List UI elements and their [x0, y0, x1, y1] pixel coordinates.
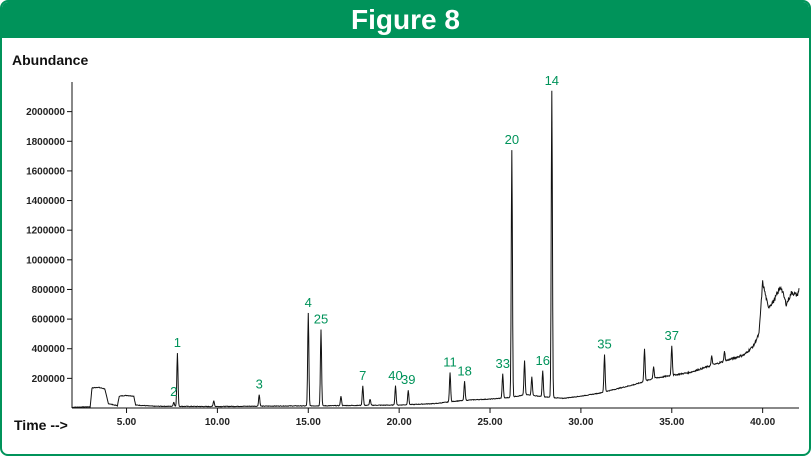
x-tick-label: 5.00 — [117, 417, 137, 428]
y-tick-label: 800000 — [32, 285, 66, 296]
y-tick-label: 1200000 — [26, 226, 65, 237]
y-tick-label: 600000 — [32, 315, 66, 326]
peak-label: 7 — [359, 368, 366, 383]
peak-label: 18 — [457, 363, 471, 378]
y-tick-label: 1000000 — [26, 255, 65, 266]
peak-label: 37 — [665, 328, 679, 343]
figure-title: Figure 8 — [2, 2, 809, 38]
peak-label: 14 — [545, 73, 559, 88]
y-axis-ticks: 200000 400000 600000 800000 1000000 1200000 14… — [26, 107, 72, 385]
y-axis-title: Abundance — [12, 52, 88, 68]
peak-label: 39 — [401, 372, 415, 387]
chromatogram-trace — [71, 90, 800, 409]
y-tick-label: 200000 — [32, 374, 66, 385]
x-tick-label: 15.00 — [296, 417, 321, 428]
peak-label: 33 — [496, 356, 510, 371]
y-tick-label: 1600000 — [26, 166, 65, 177]
x-axis-title: Time --> — [14, 417, 68, 433]
peak-label: 1 — [174, 335, 181, 350]
x-tick-label: 30.00 — [568, 417, 593, 428]
y-tick-label: 400000 — [32, 344, 66, 355]
x-tick-label: 25.00 — [478, 417, 503, 428]
peak-label: 4 — [305, 295, 312, 310]
peak-label: 2 — [170, 384, 177, 399]
peak-label: 40 — [388, 368, 402, 383]
y-tick-label: 1800000 — [26, 137, 65, 148]
peak-label: 20 — [505, 132, 519, 147]
peak-label: 3 — [256, 377, 263, 392]
x-tick-label: 20.00 — [387, 417, 412, 428]
x-tick-label: 10.00 — [205, 417, 230, 428]
x-tick-label: 35.00 — [659, 417, 684, 428]
y-tick-label: 1400000 — [26, 196, 65, 207]
x-axis-ticks: 5.00 10.00 15.00 20.00 25.00 30.00 35.00 40.00 — [117, 408, 776, 428]
peak-label: 35 — [597, 337, 611, 352]
x-tick-label: 40.00 — [750, 417, 775, 428]
y-tick-label: 2000000 — [26, 107, 65, 118]
peak-label: 11 — [443, 354, 457, 369]
peak-label: 25 — [314, 311, 328, 326]
peak-label: 16 — [535, 353, 549, 368]
